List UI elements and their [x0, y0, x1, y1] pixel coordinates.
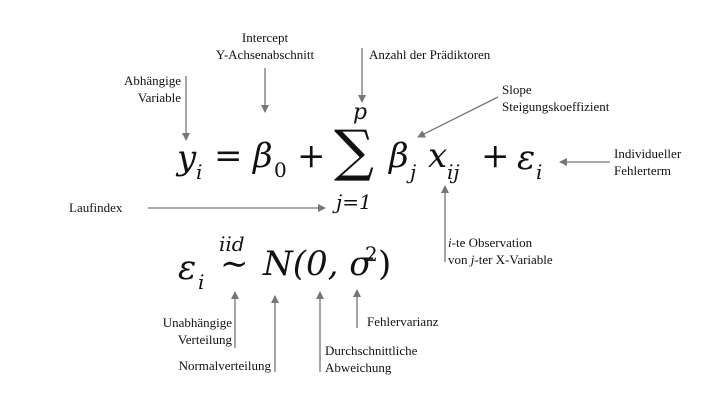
normal-distribution-label: Normalverteilung — [178, 358, 271, 373]
slope-label: Slope Steigungskoeffizient — [502, 82, 610, 114]
x-symbol: x — [428, 136, 448, 176]
y-subscript: i — [196, 160, 203, 184]
error-variance-label: Fehlervarianz — [367, 314, 439, 329]
sum-upper-limit: p — [353, 100, 368, 125]
betaj-symbol: β — [389, 136, 409, 176]
mean-deviation-label: Durchschnittliche Abweichung — [325, 343, 418, 375]
iid-label: iid — [219, 232, 245, 256]
slope-arrow — [417, 96, 499, 138]
y-symbol: y — [177, 138, 197, 178]
normal-close-paren: ) — [378, 244, 392, 284]
sum-lower-limit: j=1 — [336, 190, 372, 214]
dist-epsilon: ε — [178, 248, 197, 288]
betaj-subscript: j — [410, 160, 417, 184]
index-label: Laufindex — [69, 200, 123, 215]
intercept-label: Intercept Y-Achsenabschnitt — [215, 30, 315, 62]
normal-expression: N(0, σ — [263, 244, 373, 284]
dist-epsilon-subscript: i — [198, 270, 205, 294]
x-subscript: ij — [447, 160, 460, 184]
error-term-label: Individueller Fehlerterm — [614, 146, 682, 178]
predictors-label: Anzahl der Prädiktoren — [369, 47, 491, 62]
dependent-variable-label: Abhängige Variable — [123, 73, 181, 105]
error-term-symbol: ε — [517, 138, 536, 178]
beta0-subscript: 0 — [274, 158, 287, 182]
sigma-exponent: 2 — [365, 242, 378, 266]
plus-sign-1: + — [297, 136, 326, 176]
summation-symbol: ∑ — [334, 119, 374, 184]
equals-sign: = — [214, 136, 243, 176]
plus-sign-2: + — [481, 136, 510, 176]
observation-label: i-te Observation von j-ter X-Variable — [448, 235, 553, 267]
tilde-symbol: ∼ — [220, 244, 249, 284]
beta0-symbol: β — [253, 136, 273, 176]
independent-distribution-label: Unabhängige Verteilung — [162, 315, 232, 347]
error-term-subscript: i — [536, 160, 543, 184]
